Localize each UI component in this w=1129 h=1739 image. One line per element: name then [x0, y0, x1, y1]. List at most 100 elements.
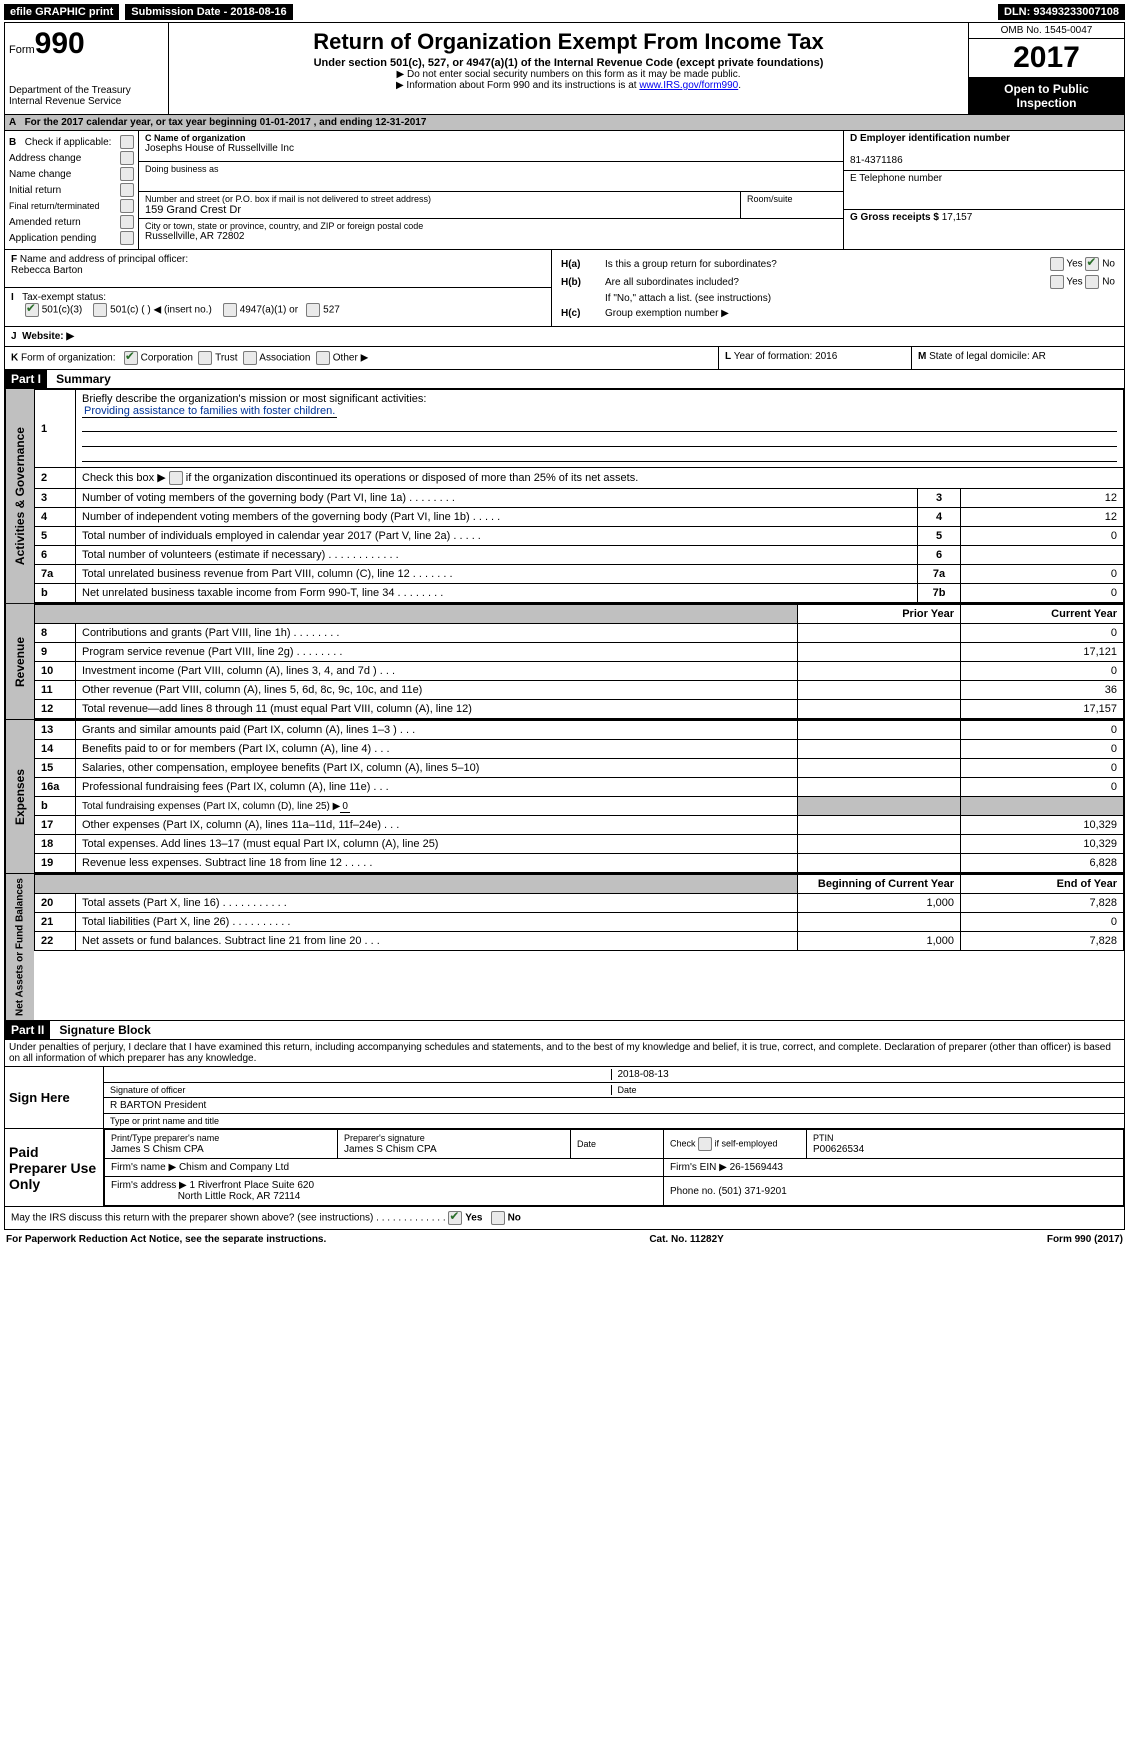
prior-val [798, 740, 961, 759]
check-address[interactable] [120, 151, 134, 165]
val-7b: 0 [961, 584, 1124, 603]
form-number: 990 [35, 27, 85, 60]
current-val: 0 [961, 913, 1124, 932]
line-desc: Salaries, other compensation, employee b… [76, 759, 798, 778]
discuss-yes[interactable] [448, 1211, 462, 1225]
col-b: B Check if applicable: Address change Na… [5, 131, 139, 249]
form-prefix: Form [9, 44, 35, 56]
prior-val [798, 816, 961, 835]
line-desc: Other revenue (Part VIII, column (A), li… [76, 681, 798, 700]
ha-yes[interactable] [1050, 257, 1064, 271]
discuss-no[interactable] [491, 1211, 505, 1225]
revenue-section: Revenue Prior YearCurrent Year 8 Contrib… [4, 604, 1125, 720]
row-a: A For the 2017 calendar year, or tax yea… [4, 115, 1125, 131]
check-initial[interactable] [120, 183, 134, 197]
line-desc: Grants and similar amounts paid (Part IX… [76, 721, 798, 740]
firm-name: Chism and Company Ltd [179, 1162, 289, 1173]
check-trust[interactable] [198, 351, 212, 365]
prior-val [798, 835, 961, 854]
sign-here-label: Sign Here [5, 1067, 104, 1128]
discuss-row: May the IRS discuss this return with the… [4, 1207, 1125, 1230]
netassets-section: Net Assets or Fund Balances Beginning of… [4, 874, 1125, 1021]
prior-val [798, 913, 961, 932]
check-self-employed[interactable] [698, 1137, 712, 1151]
line-desc: Total liabilities (Part X, line 26) . . … [76, 913, 798, 932]
footer-left: For Paperwork Reduction Act Notice, see … [6, 1234, 326, 1245]
prior-val: 1,000 [798, 932, 961, 951]
line-desc: Total revenue—add lines 8 through 11 (mu… [76, 700, 798, 719]
check-4947[interactable] [223, 303, 237, 317]
line-desc: Total expenses. Add lines 13–17 (must eq… [76, 835, 798, 854]
line-num: 13 [35, 721, 76, 740]
note1: Do not enter social security numbers on … [407, 69, 740, 80]
prior-val [798, 643, 961, 662]
hb-no[interactable] [1085, 275, 1099, 289]
ptin: P00626534 [813, 1144, 864, 1155]
col-c: C Name of organization Josephs House of … [139, 131, 843, 249]
preparer-sig: James S Chism CPA [344, 1144, 437, 1155]
governance-section: Activities & Governance 1 Briefly descri… [4, 389, 1125, 604]
form-subtitle: Under section 501(c), 527, or 4947(a)(1)… [177, 57, 960, 69]
state-domicile: AR [1032, 351, 1046, 362]
prior-val [798, 759, 961, 778]
preparer-section: Paid Preparer Use Only Print/Type prepar… [4, 1129, 1125, 1207]
hb-yes[interactable] [1050, 275, 1064, 289]
year-formation: 2016 [815, 351, 837, 362]
line-num: 15 [35, 759, 76, 778]
check-name[interactable] [120, 167, 134, 181]
prior-val [798, 854, 961, 873]
check-assoc[interactable] [243, 351, 257, 365]
current-val: 6,828 [961, 854, 1124, 873]
check-discontinued[interactable] [169, 471, 183, 485]
val-3: 12 [961, 489, 1124, 508]
prior-val [798, 700, 961, 719]
check-amended[interactable] [120, 215, 134, 229]
line-num: 21 [35, 913, 76, 932]
vert-expenses: Expenses [5, 720, 34, 873]
check-corp[interactable] [124, 351, 138, 365]
street-address: 159 Grand Crest Dr [145, 204, 734, 216]
line-num: 12 [35, 700, 76, 719]
irs-link[interactable]: www.IRS.gov/form990 [639, 80, 738, 91]
line-num: 9 [35, 643, 76, 662]
col-d: D Employer identification number 81-4371… [843, 131, 1124, 249]
check-501c3[interactable] [25, 303, 39, 317]
section-bcd: B Check if applicable: Address change Na… [4, 131, 1125, 250]
part1-title: Summary [50, 370, 117, 388]
ein: 81-4371186 [850, 155, 903, 166]
current-val: 7,828 [961, 932, 1124, 951]
check-final[interactable] [120, 199, 134, 213]
form-header: Form990 Department of the Treasury Inter… [4, 22, 1125, 115]
check-applicable[interactable] [120, 135, 134, 149]
check-pending[interactable] [120, 231, 134, 245]
row-k: K Form of organization: Corporation Trus… [4, 347, 1125, 370]
line-num: 16a [35, 778, 76, 797]
page-footer: For Paperwork Reduction Act Notice, see … [4, 1230, 1125, 1249]
line-desc: Net assets or fund balances. Subtract li… [76, 932, 798, 951]
val-7a: 0 [961, 565, 1124, 584]
header-right: OMB No. 1545-0047 2017 Open to Public In… [968, 23, 1124, 114]
check-other[interactable] [316, 351, 330, 365]
current-val: 0 [961, 778, 1124, 797]
current-val: 10,329 [961, 816, 1124, 835]
footer-mid: Cat. No. 11282Y [649, 1234, 723, 1245]
prior-val: 1,000 [798, 894, 961, 913]
line-desc: Investment income (Part VIII, column (A)… [76, 662, 798, 681]
line-num: 22 [35, 932, 76, 951]
ha-no[interactable] [1085, 257, 1099, 271]
val-6 [961, 546, 1124, 565]
expenses-section: Expenses 13 Grants and similar amounts p… [4, 720, 1125, 874]
vert-governance: Activities & Governance [5, 389, 34, 603]
note2-pre: Information about Form 990 and its instr… [406, 80, 639, 91]
tax-year: 2017 [969, 39, 1124, 78]
val-5: 0 [961, 527, 1124, 546]
efile-badge: efile GRAPHIC print [4, 4, 119, 20]
line-num: 19 [35, 854, 76, 873]
check-527[interactable] [306, 303, 320, 317]
check-501c[interactable] [93, 303, 107, 317]
officer-name: R BARTON President [110, 1100, 1118, 1111]
dept-line2: Internal Revenue Service [9, 96, 164, 107]
firm-addr1: 1 Riverfront Place Suite 620 [190, 1180, 315, 1191]
header-left: Form990 Department of the Treasury Inter… [5, 23, 169, 114]
line-num: 17 [35, 816, 76, 835]
